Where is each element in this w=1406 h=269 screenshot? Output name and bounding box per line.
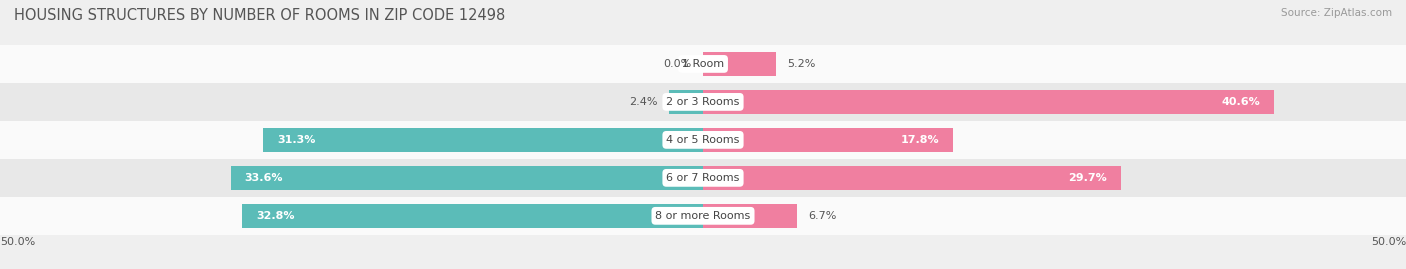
Bar (0, 45, 1406, 83)
Bar (0, 83, 1406, 121)
Bar (703, 52, 776, 76)
Bar (0, 197, 1406, 235)
Text: 2.4%: 2.4% (630, 97, 658, 107)
Bar (703, 90, 1274, 114)
Bar (669, 90, 703, 114)
Bar (703, 204, 797, 228)
Text: 6 or 7 Rooms: 6 or 7 Rooms (666, 173, 740, 183)
Text: 5.2%: 5.2% (787, 59, 815, 69)
Text: 31.3%: 31.3% (277, 135, 315, 145)
Text: 17.8%: 17.8% (901, 135, 939, 145)
Text: 6.7%: 6.7% (808, 211, 837, 221)
Bar (0, 159, 1406, 197)
Bar (231, 166, 703, 190)
Text: 29.7%: 29.7% (1067, 173, 1107, 183)
Text: 50.0%: 50.0% (1371, 237, 1406, 247)
Text: 40.6%: 40.6% (1220, 97, 1260, 107)
Text: 33.6%: 33.6% (245, 173, 283, 183)
Text: 2 or 3 Rooms: 2 or 3 Rooms (666, 97, 740, 107)
Text: Source: ZipAtlas.com: Source: ZipAtlas.com (1281, 8, 1392, 18)
Bar (0, 121, 1406, 159)
Text: 32.8%: 32.8% (256, 211, 294, 221)
Text: 8 or more Rooms: 8 or more Rooms (655, 211, 751, 221)
Text: 1 Room: 1 Room (682, 59, 724, 69)
Bar (703, 166, 1121, 190)
Text: 50.0%: 50.0% (0, 237, 35, 247)
Bar (703, 128, 953, 152)
Bar (242, 204, 703, 228)
Text: 0.0%: 0.0% (664, 59, 692, 69)
Bar (263, 128, 703, 152)
Text: 4 or 5 Rooms: 4 or 5 Rooms (666, 135, 740, 145)
Text: HOUSING STRUCTURES BY NUMBER OF ROOMS IN ZIP CODE 12498: HOUSING STRUCTURES BY NUMBER OF ROOMS IN… (14, 8, 505, 23)
